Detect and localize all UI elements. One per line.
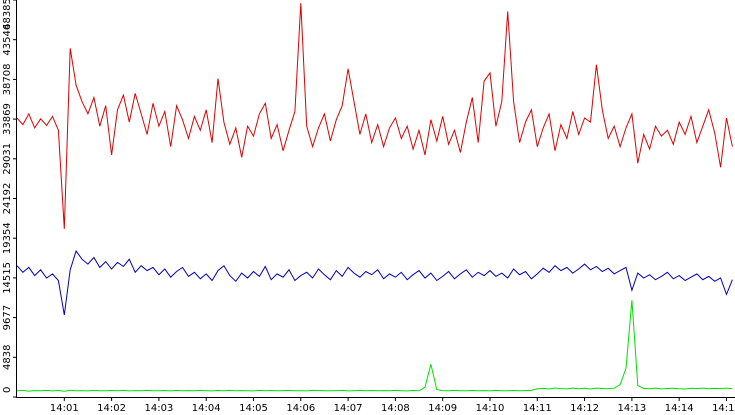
y-tick-label: 48385 (2, 0, 13, 30)
x-tick-label: 14:04 (192, 403, 221, 414)
x-tick-label: 14:14 (665, 403, 694, 414)
y-tick-label: 43546 (2, 24, 13, 56)
x-tick-label: 14:06 (286, 403, 315, 414)
x-tick-label: 14:08 (381, 403, 410, 414)
y-tick-label: 4838 (2, 345, 13, 370)
x-tick-label: 14:09 (428, 403, 457, 414)
series-line (16, 300, 733, 392)
y-tick-label: 19354 (2, 222, 13, 254)
x-tick-label: 14:12 (570, 403, 599, 414)
y-tick-label: 24192 (2, 183, 13, 215)
x-tick-label: 14:15 (712, 403, 735, 414)
y-tick-label: 9677 (2, 305, 13, 330)
x-tick-label: 14:10 (476, 403, 505, 414)
y-tick-label: 29031 (2, 143, 13, 175)
x-tick-label: 14:13 (617, 403, 646, 414)
series-line (16, 3, 733, 229)
x-tick-label: 14:11 (523, 403, 552, 414)
x-tick-label: 14:01 (50, 403, 79, 414)
x-tick-label: 14:05 (239, 403, 268, 414)
series-line (16, 249, 733, 315)
y-tick-label: 0 (2, 387, 13, 393)
x-tick-label: 14:07 (334, 403, 363, 414)
y-tick-label: 14515 (2, 262, 13, 294)
y-tick-label: 38708 (2, 63, 13, 95)
x-tick-label: 14:03 (144, 403, 173, 414)
y-tick-label: 33869 (2, 103, 13, 135)
x-tick-label: 14:02 (97, 403, 126, 414)
